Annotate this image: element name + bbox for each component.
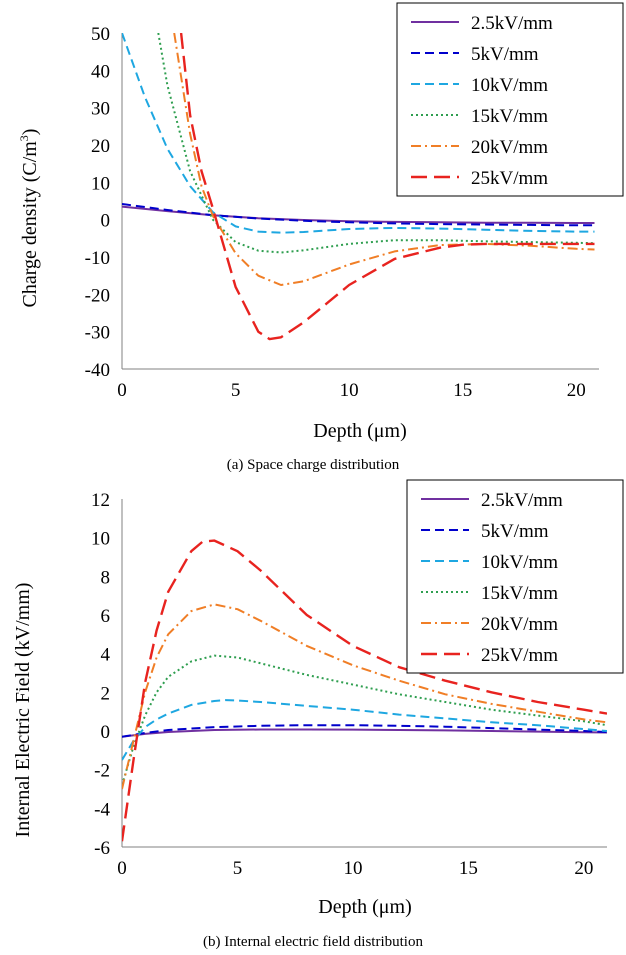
- x-tick-label: 0: [117, 380, 127, 401]
- legend-label: 25kV/mm: [471, 168, 548, 189]
- y-tick-label: -20: [85, 285, 110, 306]
- series-line: [122, 205, 595, 224]
- y-tick-label: -6: [94, 838, 110, 859]
- series-line: [122, 654, 607, 786]
- x-tick-label: 20: [567, 380, 586, 401]
- x-tick-label: 20: [574, 858, 593, 879]
- y-tick-label: 0: [101, 722, 111, 743]
- y-tick-label: -30: [85, 323, 110, 344]
- y-tick-label: 20: [91, 136, 110, 157]
- x-tick-label: 5: [233, 858, 243, 879]
- legend-label: 25kV/mm: [481, 645, 558, 666]
- legend-label: 15kV/mm: [471, 106, 548, 127]
- y-tick-label: -40: [85, 360, 110, 381]
- y-tick-label: -2: [94, 761, 110, 782]
- legend-box: [406, 479, 624, 674]
- y-axis-title-superscript: 3: [17, 135, 31, 141]
- y-tick-label: 4: [101, 645, 111, 666]
- legend-label: 5kV/mm: [481, 521, 549, 542]
- series-line: [173, 33, 595, 286]
- series-group: [122, 33, 595, 341]
- y-tick-label: 6: [101, 606, 111, 627]
- series-line: [122, 603, 607, 790]
- y-tick-label: 10: [91, 173, 110, 194]
- y-tick-label: 8: [101, 567, 111, 588]
- y-axis-title-main: Charge density (C/m: [19, 141, 41, 308]
- chart-caption: (a) Space charge distribution: [227, 457, 400, 473]
- legend-box: [396, 2, 624, 197]
- legend-label: 10kV/mm: [481, 552, 558, 573]
- x-tick-label: 15: [453, 380, 472, 401]
- series-line: [179, 33, 595, 341]
- x-tick-label: 5: [231, 380, 241, 401]
- series-line: [122, 539, 607, 842]
- legend-label: 20kV/mm: [471, 137, 548, 158]
- chart-caption: (b) Internal electric field distribution: [203, 934, 423, 950]
- legend-label: 15kV/mm: [481, 583, 558, 604]
- y-axis-title-main: Internal Electric Field (kV/mm): [12, 583, 34, 838]
- x-tick-label: 0: [117, 858, 127, 879]
- x-tick-label: 10: [340, 380, 359, 401]
- series-group: [122, 539, 607, 842]
- y-tick-label: -10: [85, 248, 110, 269]
- legend-label: 2.5kV/mm: [481, 490, 563, 511]
- x-tick-label: 10: [343, 858, 362, 879]
- y-tick-label: 10: [91, 529, 110, 550]
- y-tick-label: 30: [91, 99, 110, 120]
- y-tick-label: -4: [94, 799, 110, 820]
- y-tick-label: 2: [101, 683, 111, 704]
- y-tick-label: 12: [91, 490, 110, 511]
- y-axis-title: Internal Electric Field (kV/mm): [12, 583, 34, 838]
- y-axis-title: Charge density (C/m3): [17, 129, 41, 308]
- y-tick-label: 50: [91, 24, 110, 45]
- y-axis-title-close: ): [19, 129, 41, 136]
- series-line: [122, 724, 607, 738]
- legend-label: 5kV/mm: [471, 44, 539, 65]
- x-tick-label: 15: [459, 858, 478, 879]
- legend-label: 20kV/mm: [481, 614, 558, 635]
- x-axis-title: Depth (μm): [313, 420, 406, 442]
- x-axis-title: Depth (μm): [318, 896, 411, 918]
- y-tick-label: 40: [91, 61, 110, 82]
- y-tick-label: 0: [101, 211, 111, 232]
- electric-field-chart: Internal Electric Field (kV/mm) Depth (μ…: [12, 479, 624, 950]
- legend: 2.5kV/mm 5kV/mm 10kV/mm 15kV/mm 20kV/mm 25kV/…: [406, 479, 624, 674]
- legend: 2.5kV/mm 5kV/mm 10kV/mm 15kV/mm 20kV/mm 25kV/…: [396, 2, 624, 197]
- series-line: [122, 728, 607, 738]
- series-line: [122, 33, 595, 234]
- legend-label: 10kV/mm: [471, 75, 548, 96]
- legend-label: 2.5kV/mm: [471, 13, 553, 34]
- space-charge-chart: Charge density (C/m3) Depth (μm) (a) Spa…: [17, 2, 624, 473]
